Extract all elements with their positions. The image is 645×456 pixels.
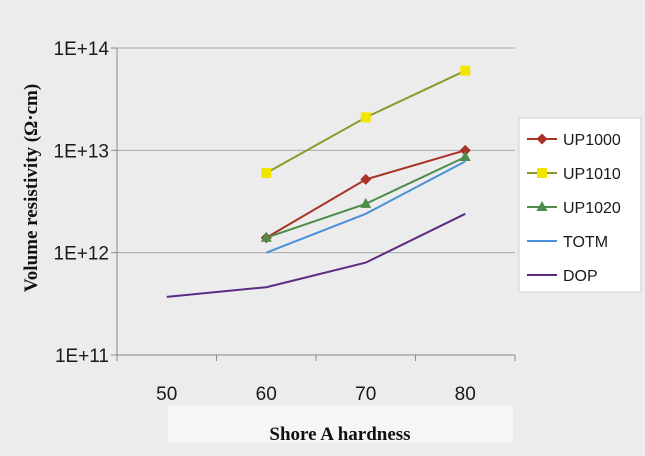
series-line-totm xyxy=(265,160,466,254)
axis-layer xyxy=(111,47,516,361)
x-tick-label: 50 xyxy=(156,384,177,405)
label-layer: 1E+11 1E+12 1E+13 1E+14 50 60 70 80 xyxy=(54,39,476,405)
series-line-dop xyxy=(166,212,466,298)
grid-layer xyxy=(117,47,515,443)
x-label-band xyxy=(168,405,513,443)
legend-label-up1010: UP1010 xyxy=(563,166,621,183)
series-layer xyxy=(166,65,471,298)
data-point-up1020 xyxy=(459,151,471,162)
data-point-up1020 xyxy=(360,197,372,208)
legend-box xyxy=(518,117,642,293)
legend-label-dop: DOP xyxy=(563,268,598,285)
legend-marker-up1000 xyxy=(536,133,548,145)
legend: UP1000 UP1010 UP1020 TOTM DOP xyxy=(518,117,642,293)
y-tick-label: 1E+13 xyxy=(54,141,109,162)
y-tick-label: 1E+11 xyxy=(55,346,109,367)
x-tick-label: 60 xyxy=(256,384,277,405)
y-axis-title: Volume resistivity (Ω·cm) xyxy=(21,84,42,292)
data-point-up1010 xyxy=(360,112,371,123)
x-tick-label: 70 xyxy=(355,384,376,405)
y-tick-label: 1E+14 xyxy=(54,39,110,60)
legend-label-totm: TOTM xyxy=(563,234,608,251)
x-tick-label: 80 xyxy=(455,384,476,405)
data-point-up1010 xyxy=(261,168,272,179)
legend-label-up1020: UP1020 xyxy=(563,200,621,217)
y-tick-label: 1E+12 xyxy=(54,244,109,265)
data-point-up1020 xyxy=(260,231,272,242)
legend-marker-up1010 xyxy=(537,168,547,178)
data-point-up1000 xyxy=(459,144,471,156)
legend-marker-up1020 xyxy=(536,201,548,211)
data-point-up1000 xyxy=(360,173,372,185)
legend-label-up1000: UP1000 xyxy=(563,132,621,149)
x-axis-title: Shore A hardness xyxy=(269,424,410,445)
data-point-up1010 xyxy=(460,65,471,76)
